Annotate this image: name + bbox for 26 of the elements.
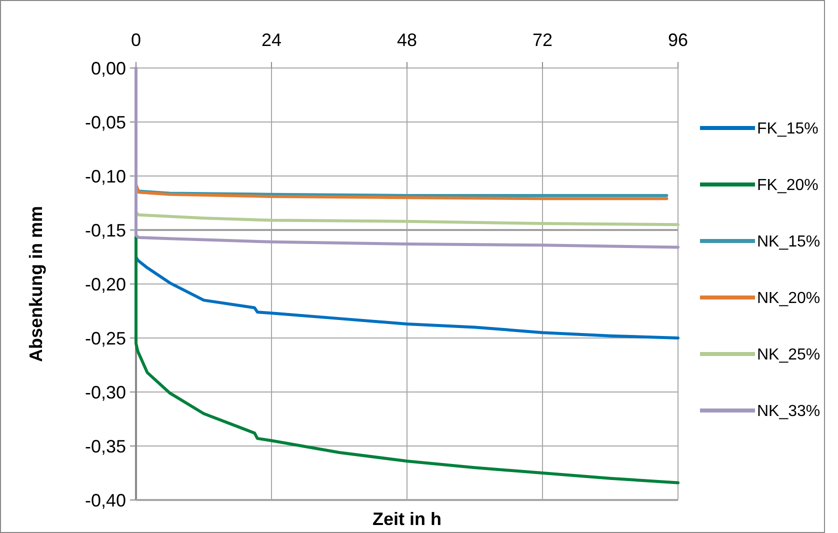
x-tick-label: 96 <box>668 30 688 50</box>
y-tick-label: 0,00 <box>90 58 126 78</box>
y-tick-label: -0,25 <box>84 328 126 348</box>
x-tick-label: 48 <box>396 30 418 50</box>
line-series <box>134 234 680 484</box>
y-tick-label: -0,35 <box>84 436 126 456</box>
legend-label: FK_15% <box>757 120 818 138</box>
x-tick-label: 24 <box>261 30 282 50</box>
y-axis-title: Absenkung in mm <box>26 206 46 362</box>
x-tick-label: 0 <box>130 30 142 50</box>
x-tick-label: 72 <box>532 30 553 50</box>
line-series <box>134 183 668 200</box>
y-tick-label: -0,15 <box>84 220 126 240</box>
line-series <box>134 256 680 340</box>
legend-label: NK_25% <box>757 346 820 364</box>
y-tick-label: -0,30 <box>84 382 126 402</box>
line-series <box>134 211 680 226</box>
y-tick-label: -0,05 <box>84 112 126 132</box>
y-tick-label: -0,20 <box>84 274 126 294</box>
y-tick-label: -0,40 <box>84 490 126 510</box>
y-tick-label: -0,10 <box>84 166 126 186</box>
x-axis-title: Zeit in h <box>372 509 442 529</box>
legend-label: NK_33% <box>757 403 820 420</box>
legend-label: FK_20% <box>757 177 818 194</box>
legend-label: NK_20% <box>757 290 820 308</box>
legend-label: NK_15% <box>757 234 820 251</box>
